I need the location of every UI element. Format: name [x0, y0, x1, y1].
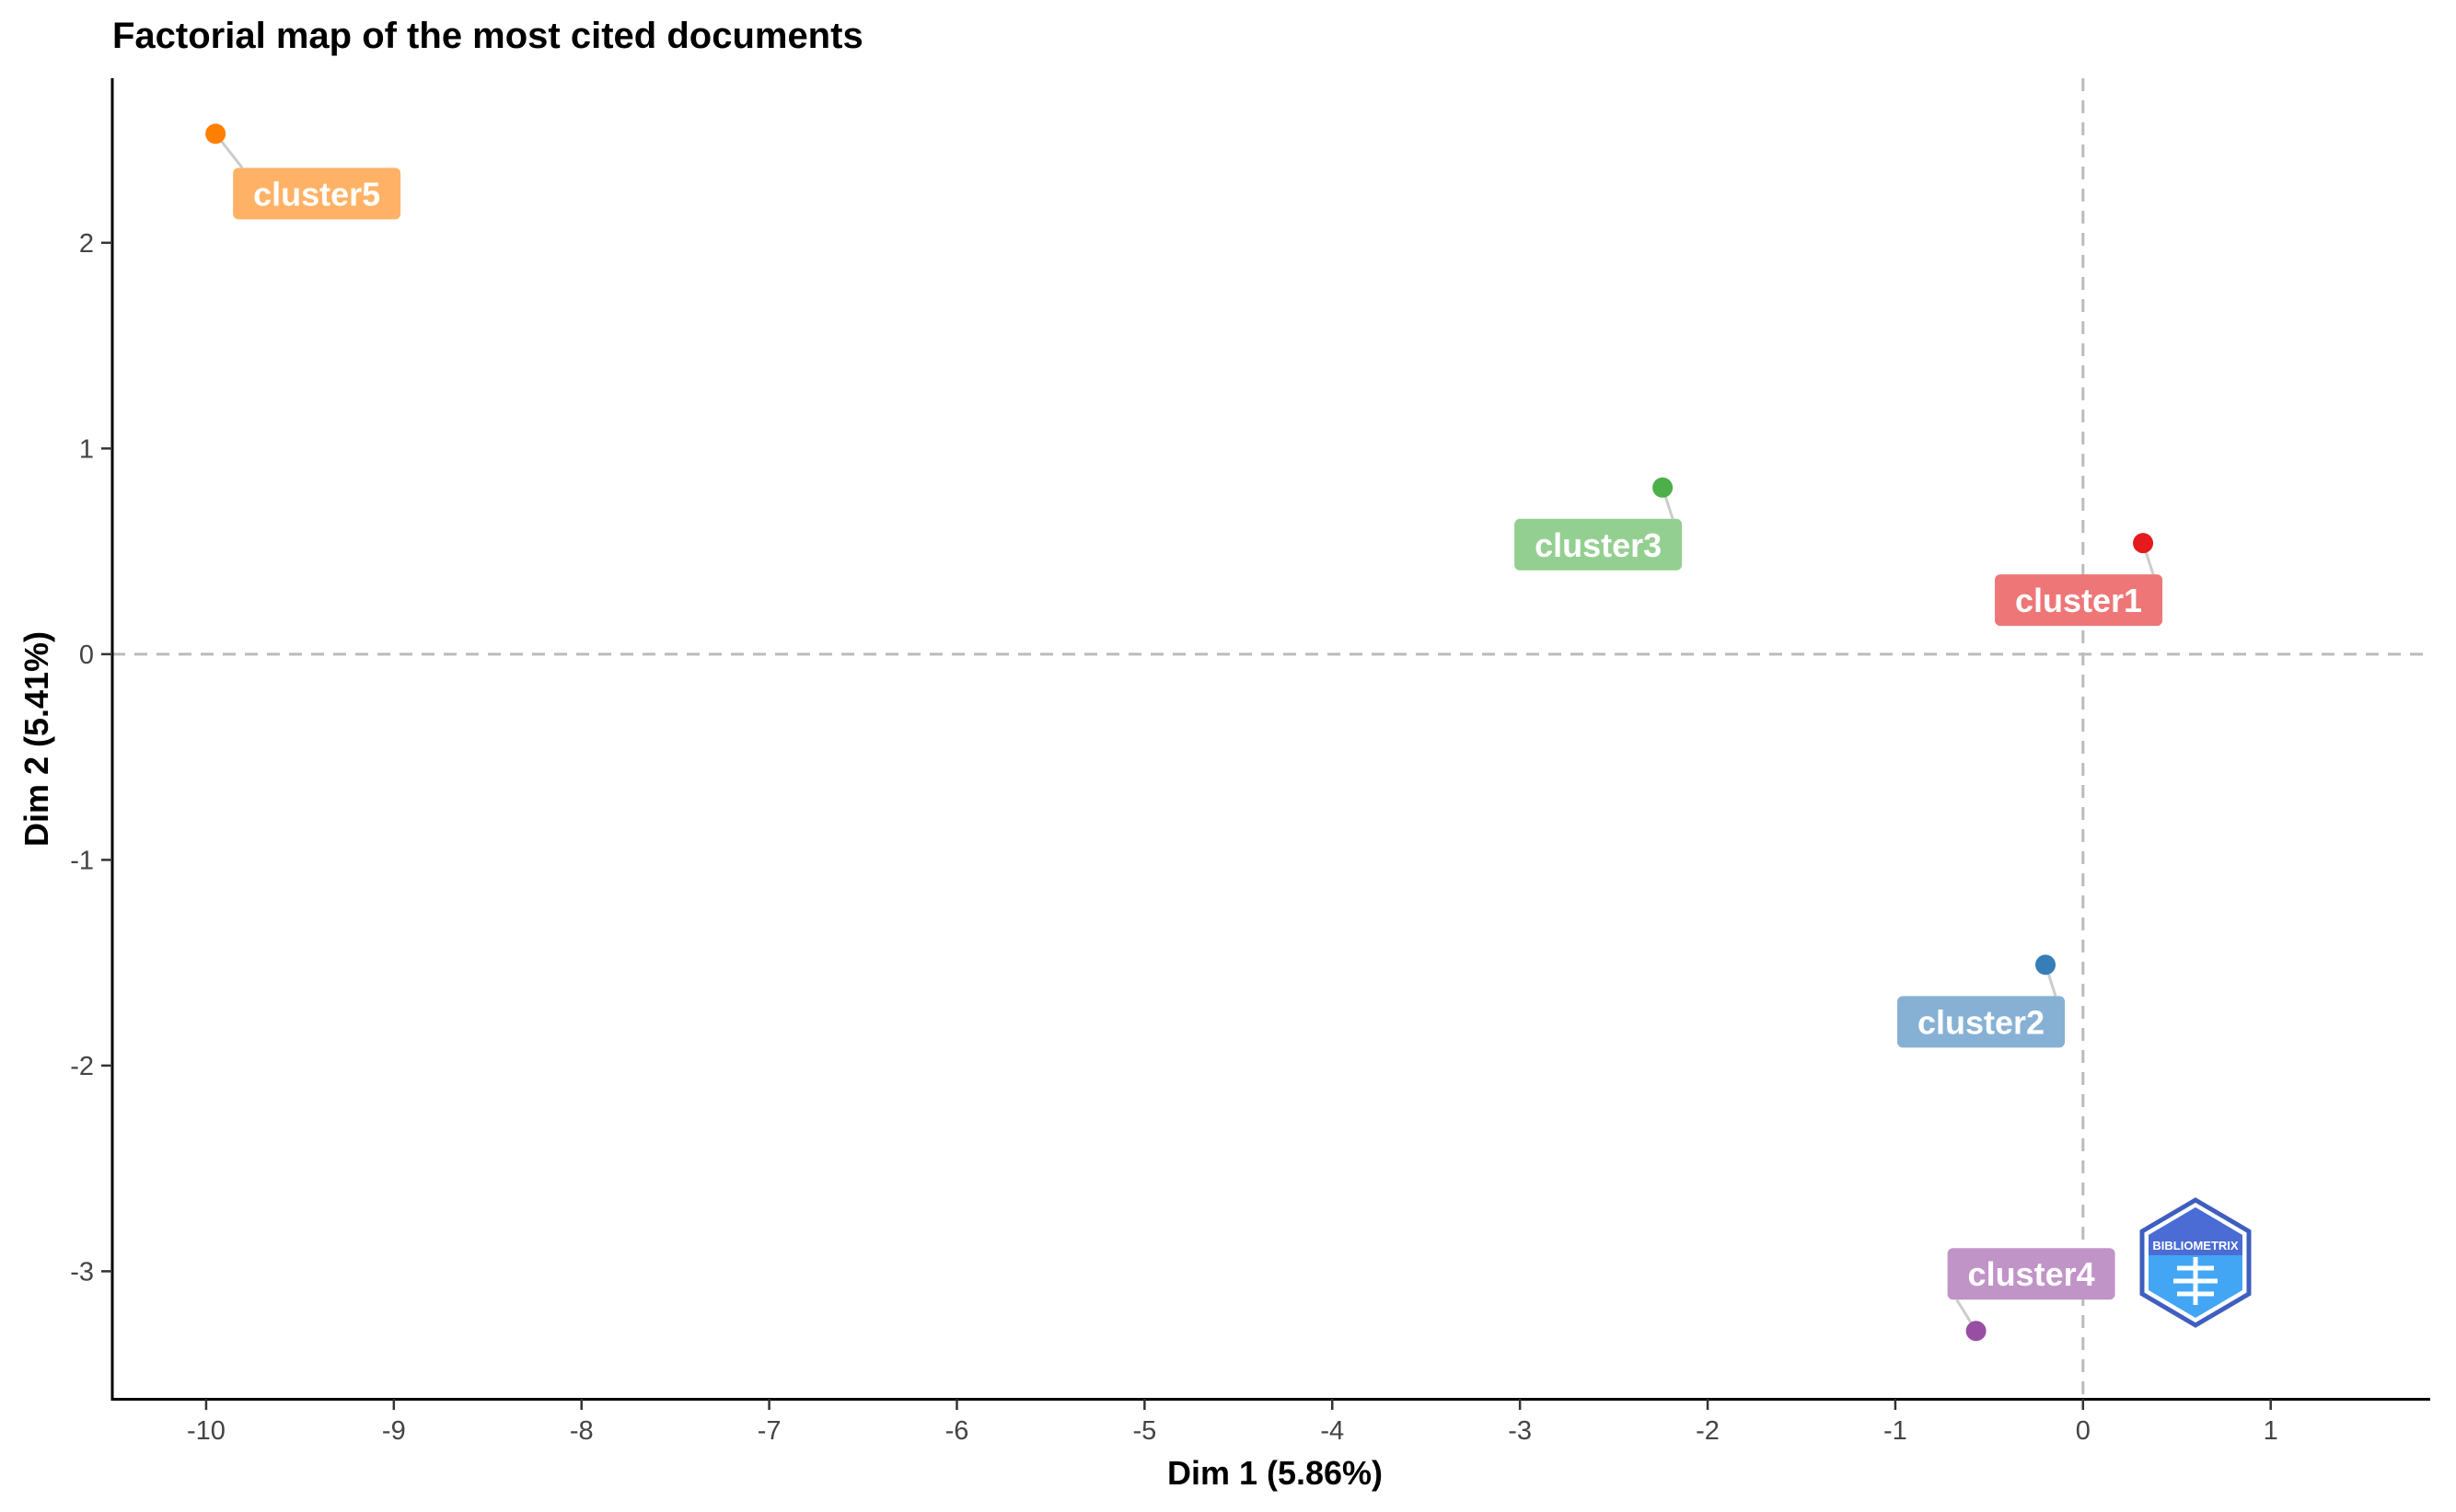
point-label-box [233, 167, 401, 220]
scatter-point [1965, 1321, 1987, 1342]
y-tick-label: 1 [79, 434, 94, 464]
x-tick-label: -7 [758, 1416, 782, 1446]
x-tick-label: -8 [570, 1416, 594, 1446]
scatter-point [2035, 954, 2056, 975]
y-tick-label: -3 [70, 1257, 94, 1287]
x-tick-label: -5 [1132, 1416, 1156, 1446]
data-point-cluster3: cluster3 [1514, 477, 1683, 571]
y-tick-label: 2 [79, 229, 94, 259]
chart-title: Factorial map of the most cited document… [112, 16, 863, 56]
data-point-cluster4: cluster4 [1947, 1248, 2115, 1342]
y-tick-label: -1 [70, 846, 94, 875]
point-label-box [1514, 518, 1683, 571]
x-tick-label: -6 [945, 1416, 969, 1446]
data-point-cluster1: cluster1 [1995, 533, 2163, 627]
point-label-box [1947, 1248, 2115, 1300]
y-tick-label: -2 [70, 1052, 94, 1081]
point-label: cluster3 [1535, 526, 1662, 564]
x-tick-label: -9 [382, 1416, 406, 1446]
point-label-box [1995, 574, 2163, 627]
point-label: cluster1 [2015, 582, 2142, 619]
point-label: cluster5 [253, 175, 380, 213]
y-axis-ticks: -3 -2 -1 0 1 2 [70, 229, 112, 1287]
scatter-point [1652, 477, 1674, 498]
x-tick-label: -2 [1696, 1416, 1720, 1446]
data-points: cluster1 cluster2 cluster3 cluster4 cluster5 [205, 123, 2163, 1342]
x-tick-label: -4 [1320, 1416, 1344, 1446]
x-tick-label: -10 [187, 1416, 226, 1446]
y-tick-label: 0 [79, 641, 94, 670]
data-point-cluster2: cluster2 [1897, 954, 2066, 1048]
point-label-box [1897, 996, 2066, 1048]
y-axis-title: Dim 2 (5.41%) [17, 631, 55, 847]
x-tick-label: 1 [2264, 1416, 2278, 1446]
reference-lines [112, 78, 2430, 1399]
x-axis-title: Dim 1 (5.86%) [1167, 1454, 1383, 1492]
x-tick-label: -3 [1508, 1416, 1532, 1446]
data-point-cluster5: cluster5 [205, 123, 401, 220]
logo-text: BIBLIOMETRIX [2152, 1239, 2238, 1252]
scatter-point [205, 123, 226, 144]
point-label: cluster2 [1917, 1003, 2045, 1041]
x-tick-label: -1 [1883, 1416, 1907, 1446]
bibliometrix-logo: BIBLIOMETRIX [2139, 1197, 2252, 1328]
point-label: cluster4 [1968, 1255, 2095, 1293]
x-tick-label: 0 [2076, 1416, 2091, 1446]
scatter-point [2133, 533, 2154, 554]
x-axis-ticks: -10 -9 -8 -7 -6 -5 -4 -3 -2 -1 0 1 [187, 1399, 2278, 1446]
